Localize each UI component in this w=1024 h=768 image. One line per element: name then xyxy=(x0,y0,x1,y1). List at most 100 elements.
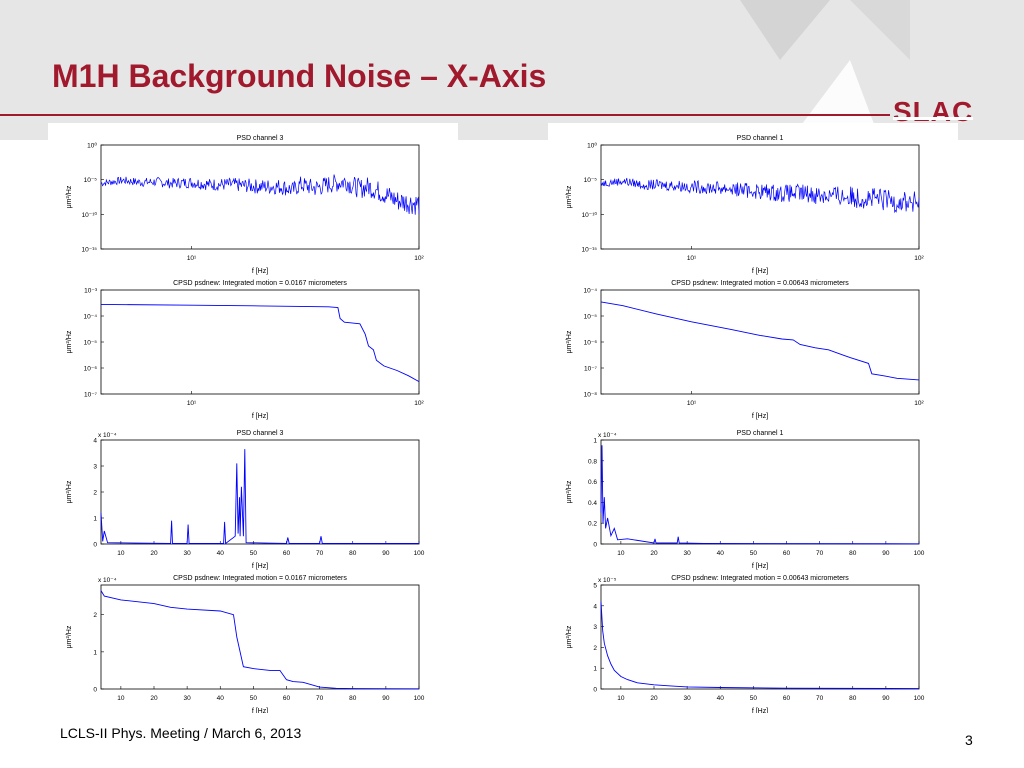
slide-title: M1H Background Noise – X-Axis xyxy=(52,58,547,94)
data-trace xyxy=(600,301,920,381)
x-tick-label: 30 xyxy=(184,695,192,702)
plot-title: PSD channel 1 xyxy=(737,135,784,142)
x-tick-label: 90 xyxy=(382,550,390,557)
title-rule xyxy=(0,114,890,116)
x-tick-label: 100 xyxy=(914,550,925,557)
plot-frame xyxy=(100,439,420,545)
y-tick-label: 10⁻¹⁰ xyxy=(82,211,98,219)
y-multiplier: x 10⁻⁵ xyxy=(598,577,617,584)
y-tick-label: 2 xyxy=(93,490,97,497)
data-trace xyxy=(100,174,420,215)
x-tick-label: 100 xyxy=(914,695,925,702)
y-tick-label: 10⁰ xyxy=(587,142,597,150)
y-tick-label: 5 xyxy=(593,583,597,590)
plot-frame xyxy=(600,584,920,690)
y-tick-label: 3 xyxy=(93,464,97,471)
y-tick-label: 4 xyxy=(93,438,97,445)
y-tick-label: 0.4 xyxy=(588,500,597,507)
y-tick-label: 0 xyxy=(93,687,97,694)
x-tick-label: 10² xyxy=(414,255,424,262)
x-tick-label: 70 xyxy=(816,695,824,702)
plot-title: PSD channel 1 xyxy=(737,430,784,437)
y-multiplier: x 10⁻⁴ xyxy=(98,577,117,584)
plot-title: PSD channel 3 xyxy=(237,430,284,437)
x-tick-label: 20 xyxy=(150,695,158,702)
data-trace xyxy=(600,177,920,214)
x-tick-label: 10² xyxy=(414,400,424,407)
plot-psd-channel-3-linear: PSD channel 3f [Hz]μm²/Hzx 10⁻⁴10 20 30 40 5… xyxy=(66,430,425,570)
x-tick-label: 10² xyxy=(914,400,924,407)
x-axis-label: f [Hz] xyxy=(252,563,268,570)
y-tick-label: 10⁰ xyxy=(87,142,97,150)
y-tick-label: 10⁻⁵ xyxy=(84,340,98,347)
x-tick-label: 10¹ xyxy=(187,400,197,407)
y-tick-label: 10⁻⁴ xyxy=(584,288,598,295)
plot-cpsd-0167-log: CPSD psdnew: Integrated motion = 0.0167 … xyxy=(66,280,425,420)
y-tick-label: 0.8 xyxy=(588,458,597,465)
x-tick-label: 10¹ xyxy=(187,255,197,262)
y-tick-label: 10⁻³ xyxy=(84,288,98,295)
x-tick-label: 90 xyxy=(382,695,390,702)
y-tick-label: 1 xyxy=(93,516,97,523)
x-tick-label: 20 xyxy=(150,550,158,557)
x-tick-label: 80 xyxy=(349,550,357,557)
y-tick-label: 10⁻⁴ xyxy=(84,314,98,321)
x-tick-label: 70 xyxy=(316,695,324,702)
x-tick-label: 50 xyxy=(750,550,758,557)
header-decoration xyxy=(740,0,910,140)
y-tick-label: 0.6 xyxy=(588,479,597,486)
y-tick-label: 10⁻⁵ xyxy=(584,177,598,184)
data-trace xyxy=(100,590,420,690)
x-axis-label: f [Hz] xyxy=(252,413,268,420)
plot-frame xyxy=(600,289,920,395)
y-tick-label: 2 xyxy=(93,612,97,619)
x-tick-label: 60 xyxy=(283,695,291,702)
y-tick-label: 10⁻¹⁵ xyxy=(81,247,97,254)
y-axis-label: μm²/Hz xyxy=(566,480,573,503)
x-tick-label: 60 xyxy=(783,695,791,702)
plot-psd-channel-1-linear: PSD channel 1f [Hz]μm²/Hzx 10⁻⁴10 20 30 40 5… xyxy=(566,430,925,570)
x-tick-label: 20 xyxy=(650,550,658,557)
data-trace xyxy=(600,601,920,690)
plot-frame xyxy=(100,289,420,395)
y-tick-label: 0 xyxy=(593,542,597,549)
x-tick-label: 30 xyxy=(184,550,192,557)
plot-cpsd-0167-linear: CPSD psdnew: Integrated motion = 0.0167 … xyxy=(66,575,425,713)
x-axis-label: f [Hz] xyxy=(252,708,268,713)
y-tick-label: 1 xyxy=(593,666,597,673)
x-tick-label: 100 xyxy=(414,695,425,702)
plot-title: CPSD psdnew: Integrated motion = 0.0167 … xyxy=(173,575,347,582)
plot-title: PSD channel 3 xyxy=(237,135,284,142)
x-tick-label: 10 xyxy=(117,550,125,557)
x-axis-label: f [Hz] xyxy=(752,413,768,420)
x-tick-label: 30 xyxy=(684,550,692,557)
x-tick-label: 30 xyxy=(684,695,692,702)
data-trace xyxy=(600,445,920,545)
y-axis-label: μm²/Hz xyxy=(566,330,573,353)
y-tick-label: 3 xyxy=(593,624,597,631)
y-axis-label: μm²/Hz xyxy=(66,185,73,208)
y-tick-label: 10⁻⁶ xyxy=(584,340,598,347)
x-tick-label: 50 xyxy=(750,695,758,702)
x-tick-label: 90 xyxy=(882,695,890,702)
logo-stripe xyxy=(893,117,973,120)
x-tick-label: 60 xyxy=(283,550,291,557)
page-number: 3 xyxy=(965,732,973,748)
x-tick-label: 20 xyxy=(650,695,658,702)
x-tick-label: 10 xyxy=(617,550,625,557)
plot-psd-channel-3-log: PSD channel 3 f [Hz] μm²/Hz 10¹ 10² 10⁰ 10⁻⁵ 10… xyxy=(66,135,425,275)
x-tick-label: 50 xyxy=(250,695,258,702)
y-axis-label: μm²/Hz xyxy=(566,185,573,208)
plot-psd-channel-1-log: PSD channel 1 f [Hz] μm²/Hz 10¹ 10² 10⁰ 10⁻⁵ 10… xyxy=(566,135,925,275)
data-trace xyxy=(100,449,419,545)
plot-title: CPSD psdnew: Integrated motion = 0.00643… xyxy=(671,280,849,287)
plot-frame xyxy=(100,144,420,250)
plot-title: CPSD psdnew: Integrated motion = 0.0167 … xyxy=(173,280,347,287)
x-tick-label: 90 xyxy=(882,550,890,557)
y-tick-label: 10⁻⁸ xyxy=(584,392,598,399)
data-trace xyxy=(100,303,420,382)
x-tick-label: 50 xyxy=(250,550,258,557)
x-tick-label: 60 xyxy=(783,550,791,557)
